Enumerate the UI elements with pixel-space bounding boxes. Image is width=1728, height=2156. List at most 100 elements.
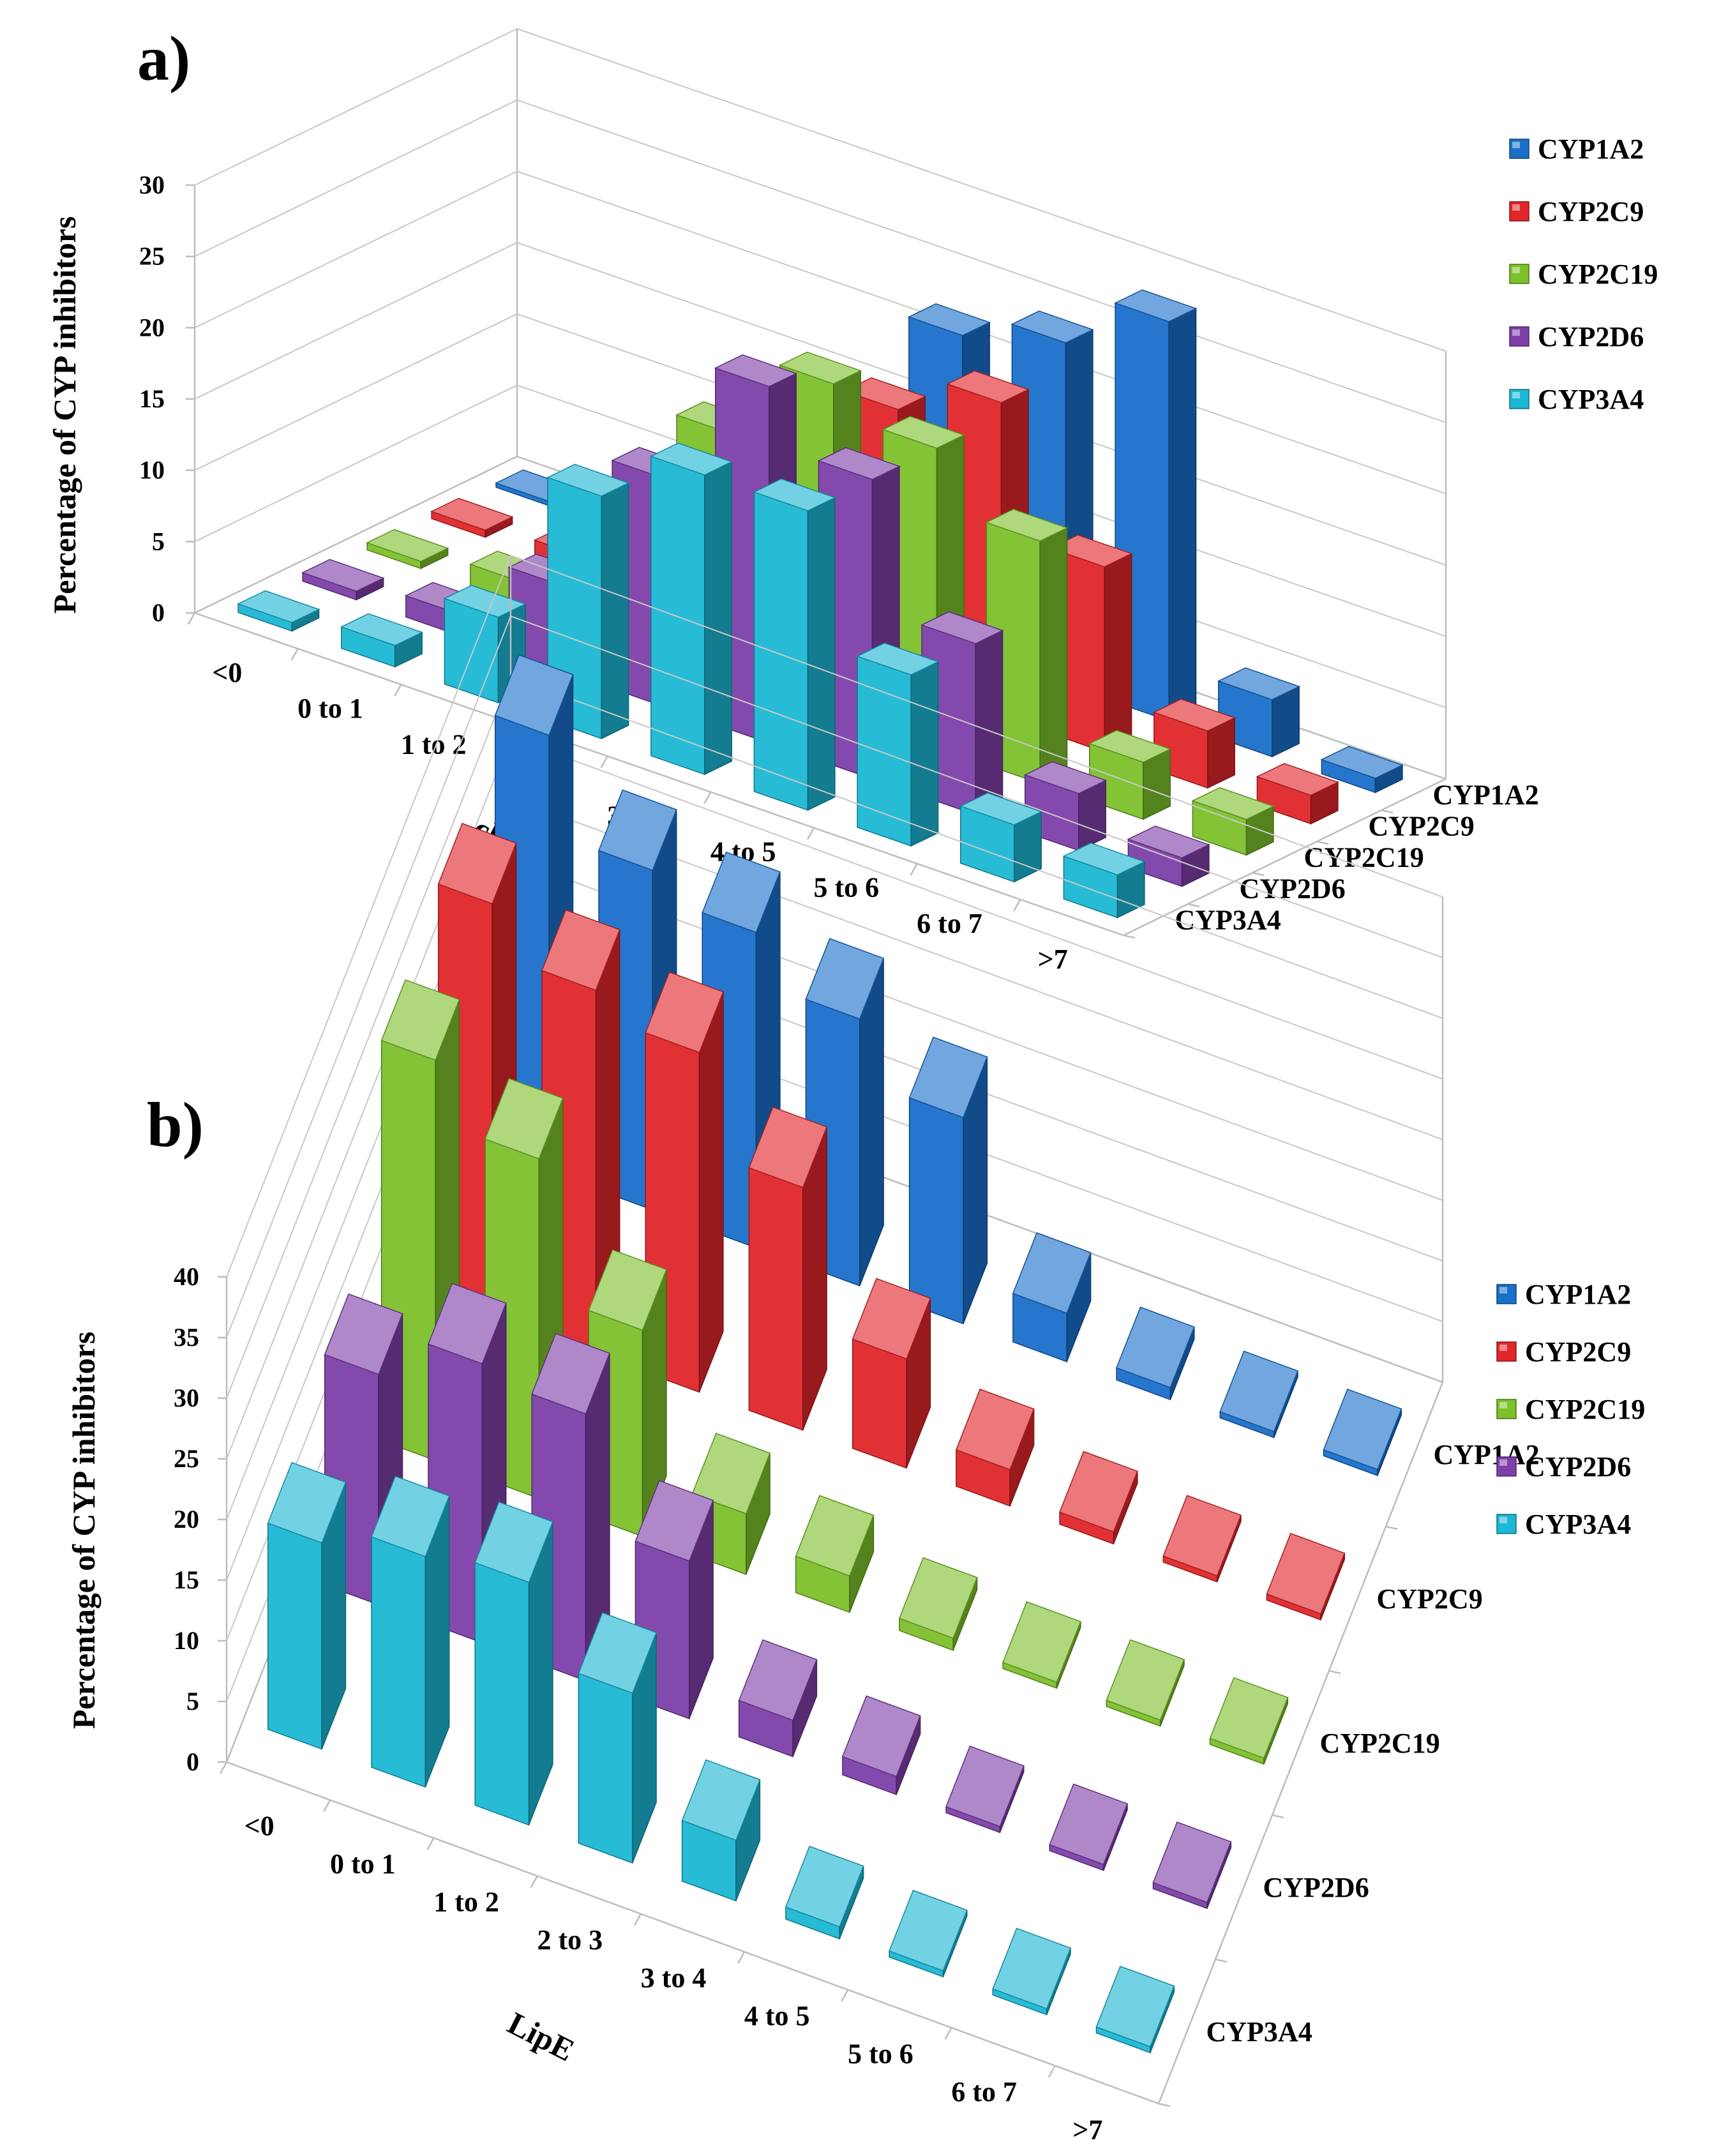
y-tick-label: 15 bbox=[174, 1565, 199, 1594]
bar-cyp3a4-gt-7 bbox=[1095, 1965, 1175, 2054]
legend-label: CYP3A4 bbox=[1525, 1509, 1631, 1540]
bar-cyp2d6-5-to-6 bbox=[945, 1745, 1025, 1834]
y-tick-label: 10 bbox=[174, 1626, 199, 1655]
x-category-label: 1 to 2 bbox=[433, 1887, 499, 1918]
y-tick-label: 30 bbox=[174, 1383, 199, 1412]
y-tick-labels: 0 5 10 15 20 25 30 35 40 bbox=[174, 1262, 199, 1776]
legend-item-cyp1a2: CYP1A2 bbox=[1496, 1279, 1631, 1310]
bar-cyp2c9-lt-0 bbox=[430, 497, 514, 538]
depth-axis-label: CYP2D6 bbox=[1240, 873, 1346, 905]
legend-label: CYP2C19 bbox=[1538, 259, 1658, 290]
y-tick-label: 5 bbox=[152, 527, 165, 555]
bar-cyp3a4-2-to-3 bbox=[578, 1612, 657, 1864]
y-tick-label: 5 bbox=[186, 1687, 199, 1715]
y-tick-label: 10 bbox=[139, 456, 165, 485]
depth-axis-label: CYP2D6 bbox=[1263, 1872, 1369, 1903]
y-tick-label: 35 bbox=[174, 1323, 199, 1352]
legend-label: CYP2C19 bbox=[1525, 1394, 1645, 1425]
bar-cyp3a4-lt-0 bbox=[267, 1461, 347, 1750]
depth-axis-label: CYP1A2 bbox=[1433, 780, 1539, 811]
legend-item-cyp3a4: CYP3A4 bbox=[1496, 1509, 1631, 1540]
depth-axis-label: CYP3A4 bbox=[1206, 2016, 1312, 2047]
legend-item-cyp2c9: CYP2C9 bbox=[1509, 196, 1644, 227]
bar-cyp3a4-1-to-2 bbox=[443, 585, 527, 704]
bar-cyp3a4-5-to-6 bbox=[856, 642, 940, 847]
legend-label: CYP1A2 bbox=[1525, 1279, 1631, 1310]
bar-cyp1a2-gt-7 bbox=[1320, 746, 1404, 794]
bar-cyp3a4-lt-0 bbox=[237, 590, 320, 632]
y-tick-label: 15 bbox=[139, 384, 165, 413]
legend-label: CYP2D6 bbox=[1538, 321, 1644, 352]
legend: CYP1A2 CYP2C9 CYP2C19 CYP2D6 CYP3A4 bbox=[1509, 133, 1658, 415]
legend-label: CYP2D6 bbox=[1525, 1451, 1631, 1482]
bar-cyp2c19-lt-0 bbox=[366, 529, 449, 569]
legend-item-cyp2c19: CYP2C19 bbox=[1496, 1394, 1645, 1425]
x-category-label: 6 to 7 bbox=[917, 908, 982, 939]
bar-cyp3a4-3-to-4 bbox=[649, 442, 733, 776]
bar-cyp3a4-gt-7 bbox=[1062, 842, 1146, 919]
x-category-label: 4 to 5 bbox=[744, 2000, 810, 2032]
bar-cyp2c19-gt-7 bbox=[1191, 787, 1275, 856]
bars bbox=[267, 654, 1402, 2054]
bar-cyp2c9-0-to-1 bbox=[541, 909, 620, 1355]
bar-cyp3a4-1-to-2 bbox=[474, 1501, 553, 1826]
bar-cyp3a4-0-to-1 bbox=[371, 1475, 450, 1788]
bar-cyp3a4-3-to-4 bbox=[681, 1759, 761, 1902]
panel-label: b) bbox=[147, 1089, 204, 1160]
x-category-label: >7 bbox=[1038, 944, 1068, 975]
bar-cyp2d6-6-to-7 bbox=[1049, 1783, 1128, 1871]
bar-cyp2c9-gt-7 bbox=[1266, 1532, 1346, 1621]
depth-axis-label: CYP2C9 bbox=[1369, 811, 1475, 842]
legend: CYP1A2 CYP2C9 CYP2C19 CYP2D6 CYP3A4 bbox=[1496, 1279, 1645, 1540]
legend-label: CYP3A4 bbox=[1538, 384, 1644, 415]
depth-axis-label: CYP3A4 bbox=[1175, 905, 1281, 936]
x-category-label: 3 to 4 bbox=[641, 1963, 707, 1994]
bar-cyp1a2-6-to-7 bbox=[1219, 1350, 1298, 1438]
bar-cyp2d6-gt-7 bbox=[1127, 825, 1210, 887]
legend-item-cyp2d6: CYP2D6 bbox=[1496, 1451, 1631, 1482]
y-tick-label: 25 bbox=[139, 242, 165, 271]
bar-cyp2d6-lt-0 bbox=[301, 559, 385, 601]
bar-cyp2d6-4-to-5 bbox=[841, 1695, 921, 1795]
bar-cyp2c19-4-to-5 bbox=[898, 1557, 978, 1651]
depth-axis-label: CYP2C19 bbox=[1320, 1728, 1440, 1759]
y-tick-label: 25 bbox=[174, 1444, 199, 1473]
bar-cyp3a4-4-to-5 bbox=[785, 1846, 864, 1940]
x-category-label: <0 bbox=[244, 1811, 274, 1842]
bar-cyp2c9-gt-7 bbox=[1256, 763, 1339, 825]
x-category-label: 5 to 6 bbox=[848, 2038, 913, 2069]
bars bbox=[237, 289, 1404, 919]
y-tick-label: 30 bbox=[139, 170, 165, 199]
bar-cyp2c9-3-to-4 bbox=[852, 1278, 931, 1469]
bar-cyp2c19-3-to-4 bbox=[795, 1495, 875, 1613]
y-tick-labels: 0 5 10 15 20 25 30 bbox=[139, 170, 165, 627]
x-category-label: 6 to 7 bbox=[951, 2076, 1017, 2107]
legend-item-cyp2d6: CYP2D6 bbox=[1509, 321, 1644, 352]
depth-axis-label: CYP2C9 bbox=[1377, 1583, 1483, 1615]
legend-label: CYP2C9 bbox=[1525, 1336, 1631, 1368]
x-category-label: <0 bbox=[212, 657, 242, 688]
y-axis-title: Percentage of CYP inhibitors bbox=[66, 1332, 101, 1730]
legend-item-cyp2c19: CYP2C19 bbox=[1509, 259, 1658, 290]
chart-panel-b: 0 5 10 15 20 25 30 35 40 <0 0 to 1 1 to 2 2 to 3 3 to… bbox=[66, 554, 1645, 2145]
x-category-label: 0 to 1 bbox=[330, 1848, 396, 1880]
bar-cyp2c19-gt-7 bbox=[1209, 1677, 1289, 1765]
x-category-label: 5 to 6 bbox=[814, 872, 880, 903]
bar-cyp1a2-5-to-6 bbox=[1116, 1306, 1195, 1401]
bar-cyp1a2-4-to-5 bbox=[1012, 1232, 1092, 1362]
x-axis-title: LipE bbox=[502, 2005, 580, 2068]
bar-cyp2c19-6-to-7 bbox=[1106, 1639, 1185, 1727]
legend-item-cyp3a4: CYP3A4 bbox=[1509, 384, 1644, 415]
legend-label: CYP2C9 bbox=[1538, 196, 1644, 227]
y-tick-label: 20 bbox=[174, 1505, 199, 1534]
bar-cyp3a4-0-to-1 bbox=[340, 613, 424, 668]
depth-axis-labels: CYP1A2 CYP2C9 CYP2C19 CYP2D6 CYP3A4 bbox=[1158, 1439, 1540, 2107]
bar-cyp3a4-5-to-6 bbox=[889, 1890, 968, 1978]
depth-axis-label: CYP1A2 bbox=[1434, 1439, 1540, 1470]
bar-cyp2c9-2-to-3 bbox=[748, 1106, 828, 1431]
bar-cyp2c9-6-to-7 bbox=[1162, 1495, 1242, 1583]
x-category-label: 1 to 2 bbox=[401, 728, 467, 760]
